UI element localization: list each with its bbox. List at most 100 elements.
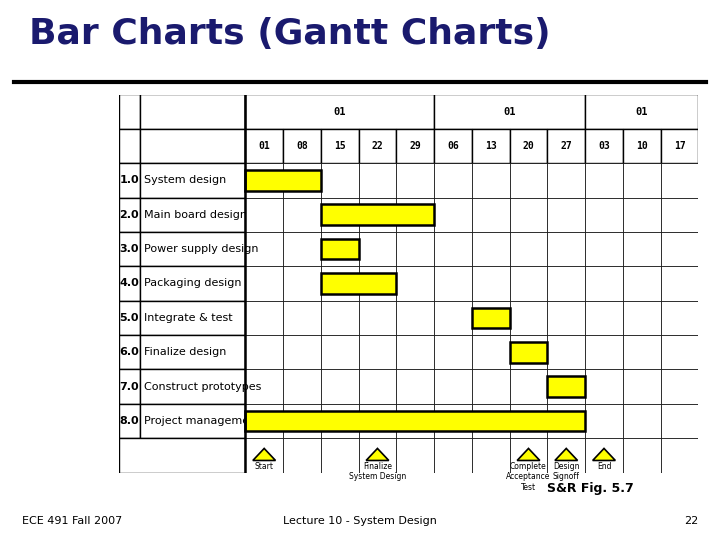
Bar	[661, 129, 698, 163]
Text: ECE 491 Fall 2007: ECE 491 Fall 2007	[22, 516, 122, 526]
Bar	[585, 369, 623, 404]
Text: 03: 03	[598, 141, 610, 151]
Bar	[396, 266, 434, 301]
Bar	[547, 369, 585, 404]
Bar	[510, 129, 547, 163]
Bar	[359, 301, 396, 335]
Text: 8.0: 8.0	[120, 416, 139, 426]
Bar	[396, 163, 434, 198]
Bar	[623, 266, 661, 301]
Polygon shape	[517, 448, 540, 461]
Bar	[283, 438, 321, 472]
Text: Integrate & test: Integrate & test	[144, 313, 233, 323]
Bar	[510, 266, 547, 301]
Bar	[246, 266, 283, 301]
Bar	[434, 232, 472, 266]
Bar	[510, 342, 547, 362]
Bar	[119, 335, 140, 369]
Bar	[321, 273, 396, 294]
Bar	[547, 232, 585, 266]
Bar	[359, 266, 396, 301]
Bar	[396, 301, 434, 335]
Bar	[585, 404, 623, 438]
Bar	[585, 198, 623, 232]
Bar	[547, 129, 585, 163]
Bar	[119, 232, 140, 266]
Bar	[359, 232, 396, 266]
Bar	[434, 94, 585, 129]
Bar	[140, 232, 246, 266]
Bar	[321, 266, 359, 301]
Bar	[140, 335, 246, 369]
Text: 6.0: 6.0	[120, 347, 139, 357]
Bar	[246, 129, 283, 163]
Text: 01: 01	[503, 107, 516, 117]
Text: 1.0: 1.0	[120, 176, 139, 185]
Bar	[547, 163, 585, 198]
Text: Project management: Project management	[144, 416, 261, 426]
Bar	[472, 266, 510, 301]
Bar	[283, 232, 321, 266]
Text: 08: 08	[296, 141, 308, 151]
Bar	[510, 198, 547, 232]
Text: 2.0: 2.0	[120, 210, 139, 220]
Bar	[434, 266, 472, 301]
Bar	[472, 438, 510, 472]
Polygon shape	[253, 448, 276, 461]
Bar	[246, 94, 434, 129]
Bar	[119, 129, 140, 163]
Bar	[434, 335, 472, 369]
Text: Bar Charts (Gantt Charts): Bar Charts (Gantt Charts)	[29, 17, 550, 51]
Bar	[661, 335, 698, 369]
Bar	[321, 404, 359, 438]
Bar	[119, 94, 140, 129]
Text: 20: 20	[523, 141, 534, 151]
Text: System design: System design	[144, 176, 226, 185]
Text: 5.0: 5.0	[120, 313, 139, 323]
Bar	[661, 266, 698, 301]
Bar	[283, 335, 321, 369]
Bar	[119, 266, 140, 301]
Text: 27: 27	[560, 141, 572, 151]
Bar	[434, 129, 472, 163]
Bar	[547, 404, 585, 438]
Bar	[246, 335, 283, 369]
Bar	[321, 239, 359, 259]
Bar	[246, 404, 283, 438]
Bar	[283, 163, 321, 198]
Bar	[246, 170, 321, 191]
Bar	[359, 335, 396, 369]
Text: 15: 15	[334, 141, 346, 151]
Bar	[472, 404, 510, 438]
Bar	[359, 404, 396, 438]
Text: 4.0: 4.0	[120, 279, 139, 288]
Bar	[472, 369, 510, 404]
Text: Packaging design: Packaging design	[144, 279, 242, 288]
Bar	[140, 163, 246, 198]
Bar	[434, 198, 472, 232]
Bar	[434, 163, 472, 198]
Bar	[321, 205, 434, 225]
Bar	[547, 438, 585, 472]
Bar	[396, 438, 434, 472]
Bar	[623, 404, 661, 438]
Bar	[623, 198, 661, 232]
Text: 10: 10	[636, 141, 647, 151]
Bar	[283, 266, 321, 301]
Text: 01: 01	[258, 141, 270, 151]
Bar	[585, 266, 623, 301]
Text: 06: 06	[447, 141, 459, 151]
Text: Start: Start	[255, 462, 274, 471]
Bar	[661, 198, 698, 232]
Bar	[246, 410, 585, 431]
Bar	[246, 198, 283, 232]
Bar	[321, 438, 359, 472]
Bar	[547, 335, 585, 369]
Bar	[119, 198, 140, 232]
Text: End: End	[597, 462, 611, 471]
Bar	[359, 369, 396, 404]
Bar	[661, 438, 698, 472]
Text: 7.0: 7.0	[120, 382, 139, 392]
Bar	[623, 129, 661, 163]
Bar	[140, 129, 246, 163]
